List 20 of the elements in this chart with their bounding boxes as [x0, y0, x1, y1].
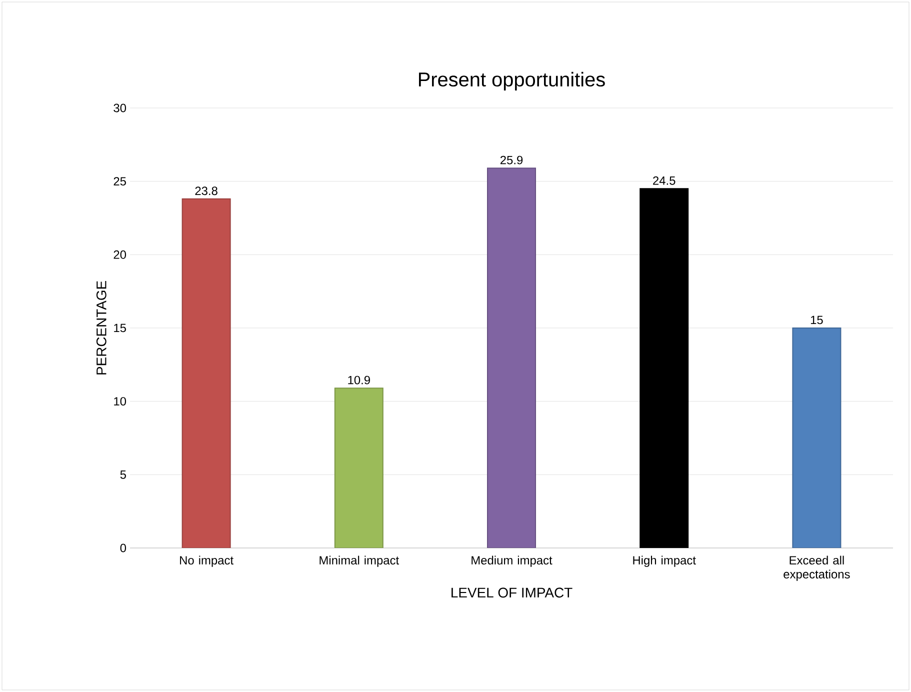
y-tick-label: 30 [114, 104, 126, 112]
data-label: 25.9 [500, 156, 523, 164]
data-label: 24.5 [653, 176, 676, 185]
data-label: 15 [810, 316, 823, 324]
x-tick-label: Exceed all expectations [784, 556, 850, 581]
data-label: 10.9 [348, 376, 370, 384]
y-tick-label: 0 [120, 544, 126, 552]
x-tick-label: Medium impact [472, 556, 552, 567]
x-tick-label: Minimal impact [320, 556, 399, 567]
y-tick-label: 20 [114, 250, 126, 259]
y-tick-label: 10 [114, 397, 126, 406]
y-tick-label: 15 [114, 324, 126, 332]
y-tick-label: 25 [114, 177, 126, 186]
x-axis-title: LEVEL OF IMPACT [452, 588, 572, 598]
data-label: 23.8 [195, 186, 218, 196]
y-axis-title: PERCENTAGE [96, 281, 106, 374]
chart-title: Present opportunities [419, 72, 605, 90]
x-tick-label: High impact [633, 556, 696, 567]
x-tick-label: No impact [180, 556, 234, 567]
y-tick-label: 5 [120, 470, 126, 479]
